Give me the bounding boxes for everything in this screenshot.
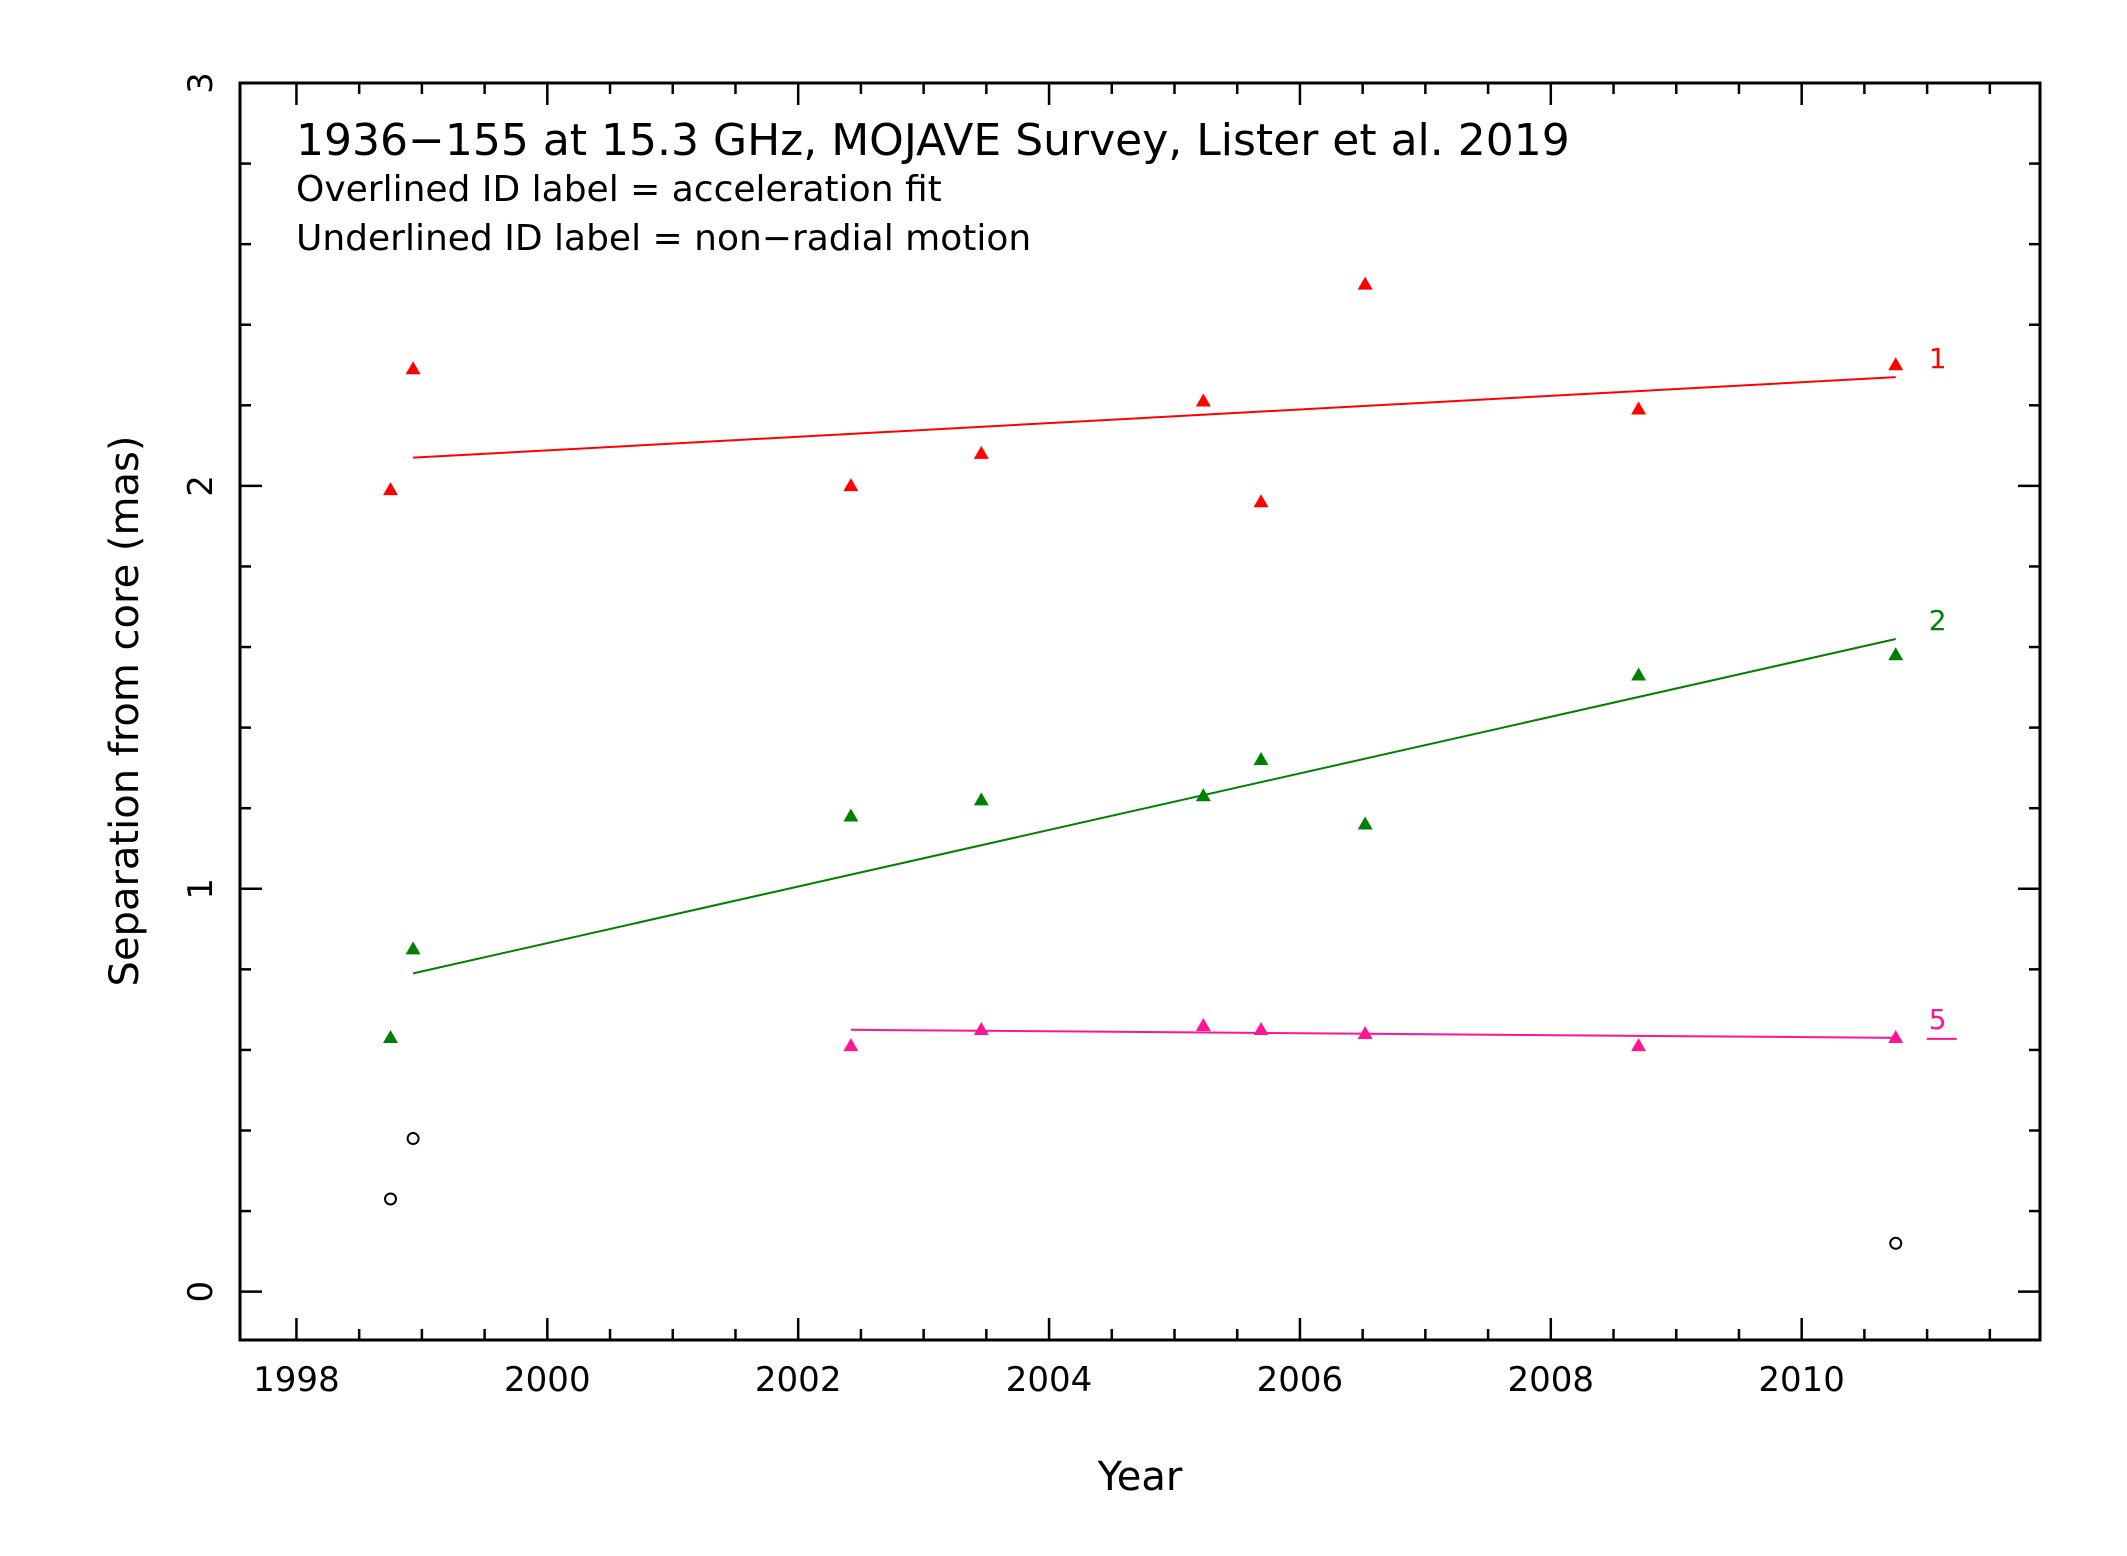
data-point-component-1 xyxy=(1631,401,1647,415)
data-point-component-1 xyxy=(1253,494,1269,508)
id-label-1: 1 xyxy=(1929,342,1947,375)
fit-line-5 xyxy=(850,1028,1896,1039)
data-point-component-5 xyxy=(1357,1026,1373,1040)
data-points xyxy=(383,276,1904,1250)
x-tick-label: 1998 xyxy=(253,1360,340,1400)
id-label-2: 2 xyxy=(1929,604,1947,637)
fit-line-1 xyxy=(413,376,1896,459)
data-point-component-1 xyxy=(1888,357,1904,371)
note-underline: Underlined ID label = non−radial motion xyxy=(296,218,1031,259)
data-point-component-2 xyxy=(1631,667,1647,681)
data-point-unassigned xyxy=(406,1132,420,1146)
data-point-component-5 xyxy=(843,1038,859,1052)
data-point-component-1 xyxy=(973,445,989,459)
y-tick-label: 3 xyxy=(181,72,221,94)
data-point-component-2 xyxy=(1888,647,1904,661)
data-point-unassigned xyxy=(1889,1236,1903,1250)
fit-lines xyxy=(412,376,1896,1039)
x-axis-title: Year xyxy=(1097,1454,1183,1500)
data-point-component-1 xyxy=(405,361,421,375)
data-point-component-2 xyxy=(1195,788,1211,802)
data-point-component-2 xyxy=(1253,752,1269,766)
axis-ticks xyxy=(240,81,2040,1340)
chart-title: 1936−155 at 15.3 GHz, MOJAVE Survey, Lis… xyxy=(296,115,1570,166)
data-point-unassigned xyxy=(384,1192,398,1206)
x-tick-label: 2010 xyxy=(1758,1360,1845,1400)
y-tick-label: 0 xyxy=(181,1281,221,1303)
fit-line-2 xyxy=(412,638,1896,975)
data-point-component-5 xyxy=(1888,1030,1904,1044)
data-point-component-1 xyxy=(1357,276,1373,290)
x-tick-label: 2008 xyxy=(1508,1360,1595,1400)
y-tick-label: 2 xyxy=(181,475,221,497)
data-point-component-2 xyxy=(405,941,421,955)
note-overline: Overlined ID label = acceleration fit xyxy=(296,169,942,210)
data-point-component-5 xyxy=(1253,1021,1269,1035)
data-point-component-2 xyxy=(1357,816,1373,830)
data-point-component-1 xyxy=(843,478,859,492)
data-point-component-1 xyxy=(383,482,399,496)
tick-labels: 1998 2000 2002 2004 2006 2008 2010 0 1 2 3 xyxy=(181,72,1845,1400)
data-point-component-2 xyxy=(843,808,859,822)
data-point-component-5 xyxy=(1631,1038,1647,1052)
x-tick-label: 2000 xyxy=(504,1360,591,1400)
x-tick-label: 2004 xyxy=(1006,1360,1093,1400)
component-id-labels: 1 2 5 xyxy=(1926,342,1957,1040)
y-tick-label: 1 xyxy=(181,878,221,900)
x-tick-label: 2006 xyxy=(1257,1360,1344,1400)
data-point-component-1 xyxy=(1195,393,1211,407)
data-point-component-2 xyxy=(383,1030,399,1044)
data-point-component-2 xyxy=(973,792,989,806)
y-axis-title: Separation from core (mas) xyxy=(102,436,148,987)
id-label-5: 5 xyxy=(1929,1003,1947,1036)
x-tick-label: 2002 xyxy=(755,1360,842,1400)
data-point-component-5 xyxy=(973,1021,989,1035)
plot-frame xyxy=(238,81,2042,1342)
data-point-component-5 xyxy=(1195,1017,1211,1031)
